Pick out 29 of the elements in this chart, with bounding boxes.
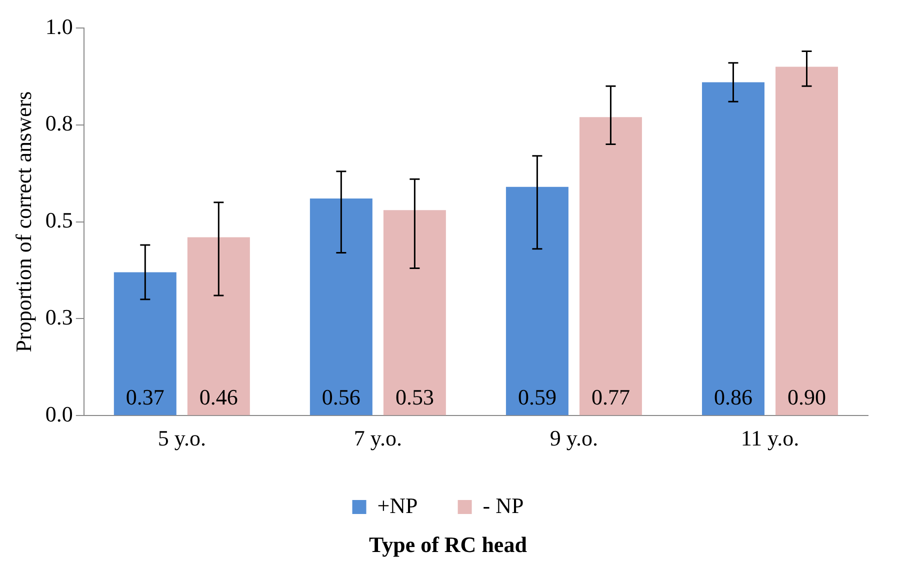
- y-tick-label: 0.0: [45, 401, 73, 426]
- data-label: 0.56: [322, 384, 360, 410]
- data-label: 0.77: [591, 384, 630, 410]
- bar: [579, 117, 642, 416]
- y-axis-title: Proportion of correct answers: [10, 91, 36, 352]
- x-tick-label: 11 y.o.: [740, 426, 800, 451]
- x-tick-label: 7 y.o.: [354, 426, 402, 451]
- bar: [776, 66, 838, 416]
- bar: [187, 237, 250, 416]
- data-label: 0.59: [518, 384, 556, 410]
- data-label: 0.37: [126, 384, 164, 410]
- y-tick-label: 0.5: [45, 208, 73, 233]
- data-label: 0.53: [395, 384, 434, 410]
- bar: [506, 186, 568, 416]
- legend-label: +NP: [377, 492, 418, 518]
- y-tick-label: 1.0: [45, 14, 73, 39]
- bar: [702, 82, 764, 416]
- legend-label: - NP: [482, 492, 524, 518]
- y-tick-label: 0.8: [45, 110, 73, 136]
- x-tick-label: 9 y.o.: [550, 426, 598, 451]
- data-label: 0.86: [714, 384, 752, 410]
- bar: [383, 210, 446, 416]
- bar: [310, 198, 372, 416]
- bar: [114, 272, 176, 416]
- data-label: 0.46: [199, 384, 238, 410]
- x-tick-label: 5 y.o.: [158, 426, 206, 451]
- y-tick-label: 0.3: [45, 304, 73, 330]
- x-axis-title: Type of RC head: [368, 532, 528, 558]
- data-label: 0.90: [787, 384, 826, 410]
